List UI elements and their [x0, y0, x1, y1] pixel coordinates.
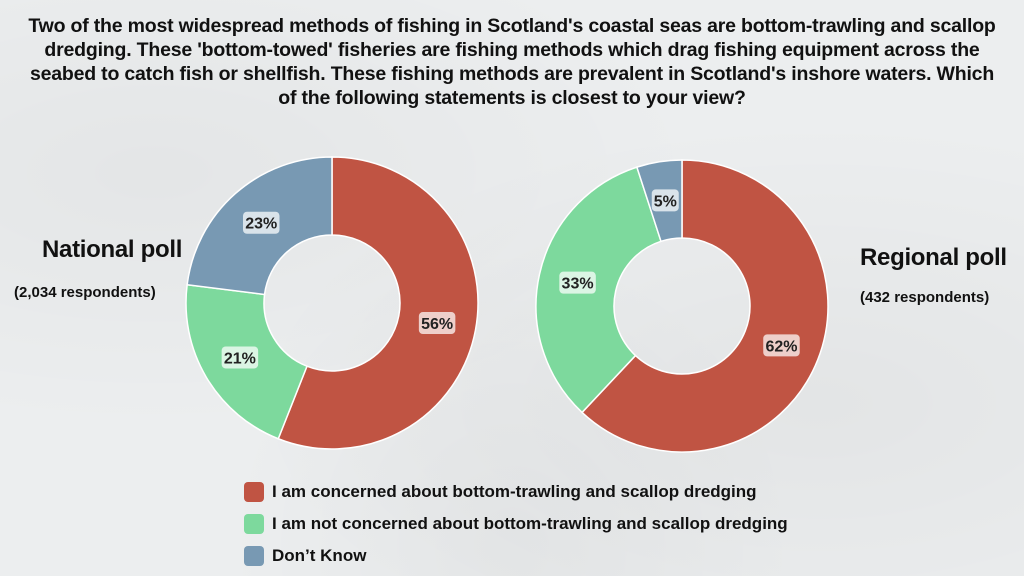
regional-poll-respondents: (432 respondents) — [860, 289, 990, 306]
national-label-dont-know: 23% — [242, 211, 280, 234]
legend-label-dont-know: Don’t Know — [272, 546, 367, 565]
national-label-box-not-concerned — [221, 346, 259, 369]
legend-item-concerned: I am concerned about bottom-trawling and… — [244, 476, 788, 508]
national-label-text-concerned: 56% — [421, 316, 453, 333]
legend-label-not-concerned: I am not concerned about bottom-trawling… — [272, 514, 788, 533]
legend-swatch-not-concerned — [244, 514, 264, 534]
legend-item-not-concerned: I am not concerned about bottom-trawling… — [244, 508, 788, 540]
regional-label-text-not-concerned: 33% — [562, 276, 594, 293]
question-title: Two of the most widespread methods of fi… — [28, 15, 996, 109]
regional-slice-not-concerned — [535, 166, 662, 414]
regional-label-box-not-concerned — [559, 271, 596, 294]
national-label-text-dont-know: 23% — [245, 216, 277, 233]
regional-label-box-dont-know — [651, 189, 679, 212]
national-label-concerned: 56% — [418, 312, 456, 335]
legend-label-concerned: I am concerned about bottom-trawling and… — [272, 482, 757, 501]
regional-slice-concerned — [580, 159, 829, 453]
regional-label-text-dont-know: 5% — [654, 193, 677, 210]
legend-swatch-dont-know — [244, 546, 264, 566]
national-label-not-concerned: 21% — [221, 346, 259, 369]
regional-label-not-concerned: 33% — [559, 271, 596, 294]
national-label-text-not-concerned: 21% — [224, 350, 256, 367]
regional-label-concerned: 62% — [763, 334, 800, 357]
regional-label-dont-know: 5% — [651, 189, 679, 212]
national-slice-concerned — [277, 156, 479, 450]
legend-item-dont-know: Don’t Know — [244, 540, 788, 572]
legend: I am concerned about bottom-trawling and… — [244, 476, 788, 572]
regional-label-box-concerned — [763, 334, 800, 357]
regional-label-text-concerned: 62% — [765, 338, 797, 355]
regional-poll-title: Regional poll — [860, 244, 1007, 271]
national-label-box-dont-know — [242, 211, 280, 234]
national-poll-respondents: (2,034 respondents) — [14, 284, 156, 301]
legend-swatch-concerned — [244, 482, 264, 502]
national-poll-title: National poll — [42, 236, 183, 263]
national-label-box-concerned — [418, 312, 456, 335]
